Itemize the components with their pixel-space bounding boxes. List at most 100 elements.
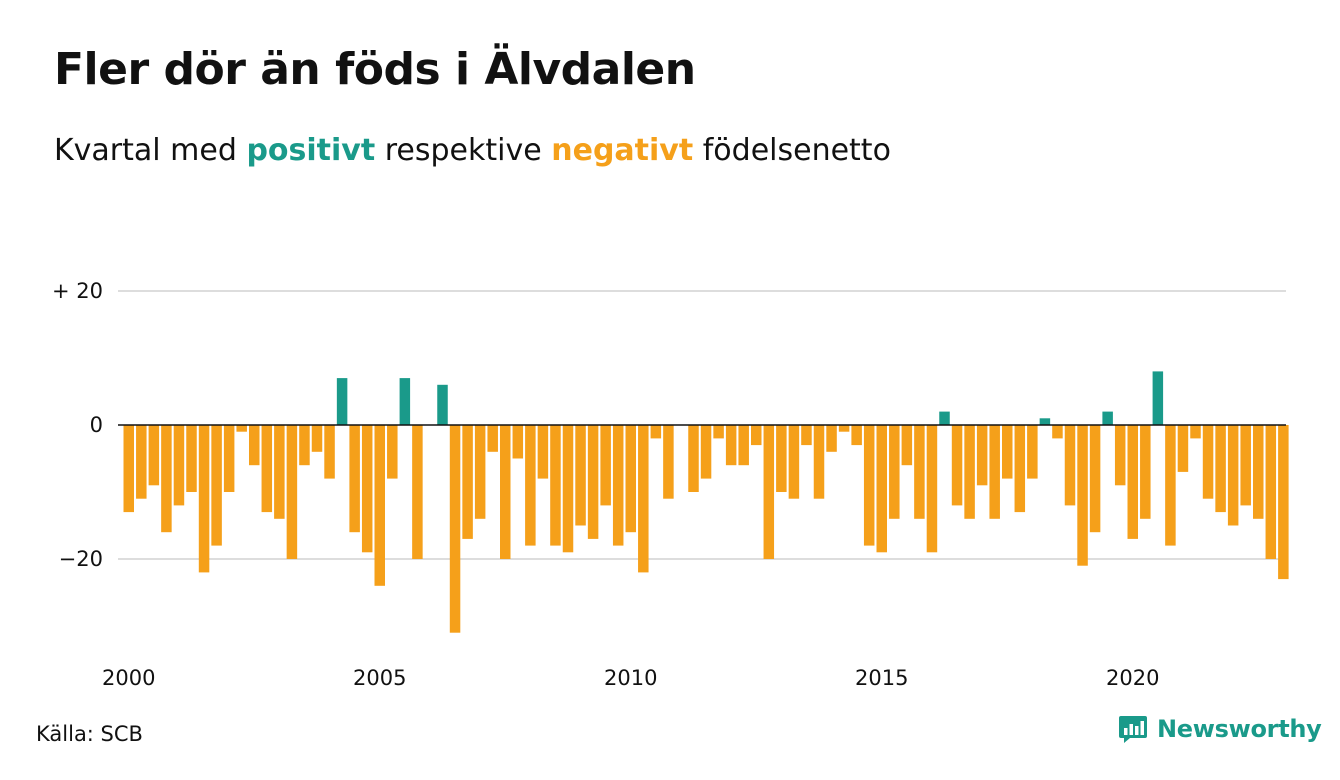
bar-18 — [349, 425, 360, 533]
grid-lines — [118, 290, 1286, 560]
bar-26 — [449, 425, 461, 633]
subtitle-tail: födelsenetto — [702, 133, 891, 168]
bar-42 — [650, 425, 662, 439]
bar-62 — [901, 425, 913, 466]
y-tick-label: + 20 — [52, 279, 103, 303]
bar-66 — [951, 425, 963, 506]
bar-74 — [1052, 425, 1063, 439]
brand-name: Newsworthy — [1157, 715, 1322, 743]
x-tick-label: 2020 — [1106, 666, 1159, 690]
bar-38 — [600, 425, 611, 506]
bar-76 — [1077, 425, 1088, 566]
bar-27 — [462, 425, 473, 539]
bar-13 — [286, 425, 298, 559]
bar-3 — [161, 425, 172, 533]
bar-79 — [1114, 425, 1126, 486]
bar-91 — [1265, 425, 1277, 559]
bar-90 — [1253, 425, 1264, 519]
x-tick-label: 2005 — [353, 666, 406, 690]
x-tick-label: 2000 — [102, 666, 155, 690]
x-tick-label: 2015 — [855, 666, 908, 690]
bar-10 — [249, 425, 260, 466]
subtitle-lead: Kvartal med — [54, 133, 237, 168]
bar-22 — [399, 378, 411, 425]
bar-43 — [663, 425, 674, 499]
bar-36 — [575, 425, 586, 526]
bar-20 — [374, 425, 385, 586]
bar-41 — [638, 425, 649, 573]
bar-7 — [211, 425, 222, 546]
bar-50 — [751, 425, 762, 446]
bar-77 — [1089, 425, 1101, 533]
bar-87 — [1215, 425, 1226, 513]
bar-30 — [500, 425, 511, 559]
bar-40 — [625, 425, 636, 533]
bar-16 — [324, 425, 335, 479]
bar-68 — [976, 425, 988, 486]
bar-39 — [612, 425, 624, 546]
bar-45 — [688, 425, 699, 492]
bar-52 — [776, 425, 787, 492]
source-note: Källa: SCB — [36, 722, 143, 746]
bar-84 — [1177, 425, 1189, 472]
x-tick-label: 2010 — [604, 666, 657, 690]
y-tick-label: −20 — [59, 547, 103, 571]
bar-80 — [1127, 425, 1138, 539]
subtitle-positive-word: positivt — [246, 133, 376, 168]
bar-5 — [186, 425, 197, 492]
bar-56 — [826, 425, 837, 452]
bar-89 — [1240, 425, 1251, 506]
y-tick-labels: + 20 0 −20 — [52, 279, 103, 571]
bar-57 — [838, 425, 850, 432]
bar-92 — [1278, 425, 1289, 580]
bar-71 — [1014, 425, 1026, 513]
bar-73 — [1039, 418, 1051, 425]
bar-47 — [713, 425, 724, 439]
bar-19 — [361, 425, 373, 553]
bar-17 — [336, 378, 348, 425]
bar-61 — [889, 425, 900, 519]
x-tick-labels: 2000 2005 2010 2015 2020 — [102, 666, 1159, 690]
bar-25 — [437, 384, 448, 425]
bar-1 — [136, 425, 147, 499]
chart-subtitle: Kvartal med positivt respektive negativt… — [54, 130, 891, 172]
bars — [123, 371, 1289, 633]
bar-6 — [198, 425, 210, 573]
bar-15 — [311, 425, 323, 452]
bar-59 — [863, 425, 875, 546]
bar-83 — [1165, 425, 1176, 546]
bar-65 — [939, 411, 950, 425]
bar-8 — [223, 425, 235, 492]
bar-28 — [474, 425, 486, 519]
bar-46 — [700, 425, 712, 479]
bar-49 — [738, 425, 749, 466]
bar-32 — [525, 425, 536, 546]
bar-4 — [173, 425, 185, 506]
bar-53 — [788, 425, 800, 499]
subtitle-negative-word: negativt — [551, 133, 694, 168]
newsworthy-chart-bubble-icon — [1119, 716, 1147, 743]
bar-60 — [876, 425, 887, 553]
bar-9 — [236, 425, 247, 432]
bar-chart: + 20 0 −20 2000 2005 2010 2015 2020 — [52, 279, 1289, 690]
bar-23 — [412, 425, 423, 559]
bar-88 — [1227, 425, 1239, 526]
bar-82 — [1152, 371, 1164, 425]
bar-55 — [813, 425, 825, 499]
bar-51 — [763, 425, 775, 559]
bar-0 — [123, 425, 134, 513]
bar-63 — [914, 425, 925, 519]
bar-67 — [964, 425, 975, 519]
bar-86 — [1202, 425, 1214, 499]
bar-72 — [1027, 425, 1038, 479]
bar-14 — [299, 425, 310, 466]
bar-37 — [587, 425, 599, 539]
bar-58 — [851, 425, 862, 446]
bar-21 — [387, 425, 398, 479]
bar-81 — [1140, 425, 1151, 519]
bar-35 — [562, 425, 574, 553]
bar-78 — [1102, 411, 1113, 425]
bar-54 — [801, 425, 812, 446]
bar-75 — [1064, 425, 1076, 506]
bar-2 — [148, 425, 160, 486]
